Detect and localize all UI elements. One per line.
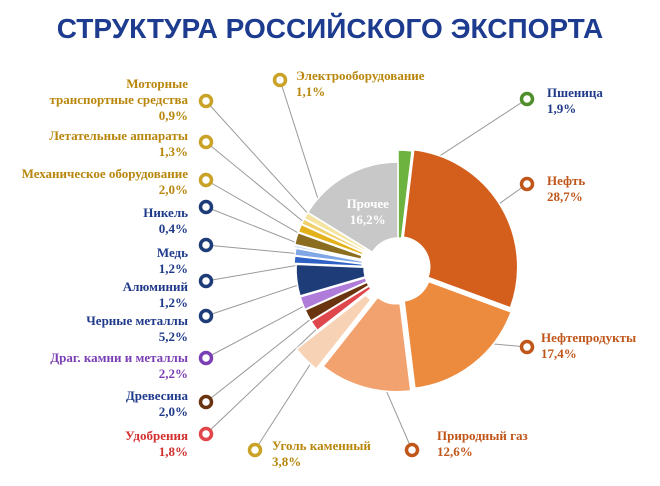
slice-label-name: транспортные средства [50, 92, 189, 107]
slice-label-name: Никель [143, 205, 188, 220]
slice-label-value: 1,1% [296, 84, 325, 99]
slice-label-name: Черные металлы [86, 313, 188, 328]
slice-label-name: Древесина [126, 388, 189, 403]
pie-slice [299, 276, 368, 311]
slice-label-name: Уголь каменный [272, 438, 371, 453]
slice-label-name: Прочее [347, 196, 390, 211]
ring-marker-icon [198, 350, 214, 366]
pie-slice [293, 231, 364, 261]
slice-label-value: 28,7% [547, 189, 583, 204]
slice-label-value: 16,2% [350, 212, 386, 227]
chart-title: СТРУКТУРА РОССИЙСКОГО ЭКСПОРТА [57, 12, 603, 44]
leader-line [205, 311, 335, 435]
slice-label-value: 2,2% [159, 366, 188, 381]
slice-label-value: 0,4% [159, 221, 188, 236]
ring-marker-icon [198, 426, 214, 442]
pie-center-hole [368, 238, 428, 298]
ring-marker-icon [198, 199, 214, 215]
slice-label-name: Драг. камни и металлы [50, 350, 188, 365]
slice-label-value: 3,8% [272, 454, 301, 469]
slice-label-value: 5,2% [159, 329, 188, 344]
pie-slice [295, 263, 367, 297]
ring-marker-icon [198, 134, 214, 150]
pie-slices [293, 148, 519, 393]
pie-slice [402, 148, 519, 309]
ring-marker-icon [198, 172, 214, 188]
pie-slice [293, 247, 364, 265]
slice-label-value: 1,2% [159, 295, 188, 310]
ring-marker-icon [519, 339, 535, 355]
slice-label-name: Удобрения [125, 428, 188, 443]
slice-label-value: 2,0% [159, 404, 188, 419]
slice-label-name: Моторные [126, 76, 188, 91]
slice-label-name: Летательные аппараты [49, 128, 188, 143]
ring-marker-icon [198, 93, 214, 109]
slice-label-name: Нефть [547, 173, 585, 188]
leader-line [205, 303, 330, 403]
ring-marker-icon [404, 442, 420, 458]
ring-marker-icon [247, 442, 263, 458]
slice-label-value: 1,3% [159, 144, 188, 159]
ring-marker-icon [519, 91, 535, 107]
slice-label-name: Природный газ [437, 428, 528, 443]
slice-label-value: 1,9% [547, 101, 576, 116]
pie-slice [403, 280, 513, 390]
pie-slice [322, 296, 412, 393]
slice-label-name: Алюминий [123, 279, 189, 294]
slice-markers [198, 72, 535, 458]
ring-marker-icon [519, 176, 535, 192]
slice-label-value: 0,9% [159, 108, 188, 123]
leader-line [205, 100, 326, 233]
ring-marker-icon [272, 72, 288, 88]
slice-label-value: 2,0% [159, 182, 188, 197]
ring-marker-icon [198, 308, 214, 324]
pie-slice [295, 293, 372, 371]
slice-label-value: 17,4% [541, 346, 577, 361]
ring-marker-icon [198, 394, 214, 410]
ring-marker-icon [198, 273, 214, 289]
slice-label-name: Электрооборудование [296, 68, 425, 83]
slice-label-value: 12,6% [437, 444, 473, 459]
slice-label-value: 1,2% [159, 261, 188, 276]
slice-label-name: Медь [157, 245, 188, 260]
slice-label-name: Механическое оборудование [22, 166, 189, 181]
slice-label-name: Нефтепродукты [541, 330, 636, 345]
slice-label-value: 1,8% [159, 444, 188, 459]
ring-marker-icon [198, 237, 214, 253]
slice-label-name: Пшеница [547, 85, 603, 100]
